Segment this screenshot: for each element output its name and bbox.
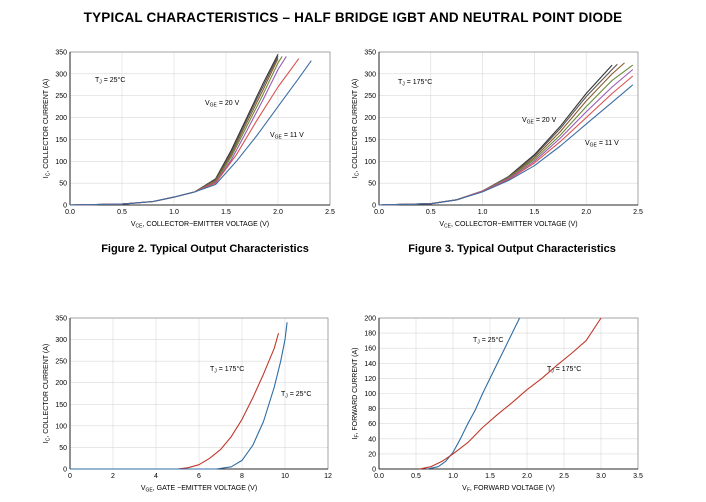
x-tick-label: 0.0 [65, 209, 75, 216]
y-tick-label: 200 [364, 316, 376, 323]
figure-caption: Figure 2. Typical Output Characteristics [101, 243, 309, 255]
x-tick-label: 1.5 [485, 473, 495, 480]
x-tick-label: 2.0 [522, 473, 532, 480]
y-tick-label: 200 [55, 115, 67, 122]
x-tick-label: 0.5 [411, 473, 421, 480]
y-tick-label: 100 [364, 159, 376, 166]
y-tick-label: 150 [364, 137, 376, 144]
y-tick-label: 100 [55, 423, 67, 430]
x-axis-label: VCE, COLLECTOR−EMITTER VOLTAGE (V) [131, 221, 269, 230]
annotation: TJ = 25°C [95, 76, 125, 86]
y-tick-label: 40 [368, 436, 376, 443]
x-tick-label: 0.0 [374, 209, 384, 216]
annotation: TJ = 175°C [398, 78, 432, 88]
y-tick-label: 180 [364, 331, 376, 338]
y-tick-label: 250 [55, 359, 67, 366]
y-tick-label: 250 [364, 93, 376, 100]
y-tick-label: 200 [55, 380, 67, 387]
y-tick-label: 0 [372, 203, 376, 210]
y-tick-label: 150 [55, 137, 67, 144]
x-tick-label: 3.0 [596, 473, 606, 480]
x-axis-label: VCE, COLLECTOR−EMITTER VOLTAGE (V) [439, 221, 577, 230]
y-tick-label: 50 [368, 181, 376, 188]
chart-2: 0.0 0.5 1.0 1.5 2.0 2.5 0 50 100 150 200 250 300 350 V… [352, 50, 643, 256]
y-tick-label: 300 [55, 337, 67, 344]
y-tick-label: 160 [364, 346, 376, 353]
x-tick-label: 4 [154, 473, 158, 480]
x-tick-label: 1.5 [530, 209, 540, 216]
x-tick-label: 1.0 [448, 473, 458, 480]
figure-caption: Figure 3. Typical Output Characteristics [408, 243, 616, 255]
x-tick-label: 2.5 [559, 473, 569, 480]
y-tick-label: 20 [368, 451, 376, 458]
x-axis-label: VGE, GATE −EMITTER VOLTAGE (V) [141, 485, 257, 494]
y-tick-label: 60 [368, 421, 376, 428]
plot-frame [69, 51, 331, 206]
annotation: TJ = 175°C [547, 365, 581, 375]
x-tick-label: 3.5 [633, 473, 643, 480]
y-tick-label: 350 [55, 316, 67, 323]
y-tick-label: 0 [63, 203, 67, 210]
series-line-1 [426, 317, 521, 470]
page-title: TYPICAL CHARACTERISTICS – HALF BRIDGE IG… [83, 10, 623, 25]
x-tick-label: 2.5 [325, 209, 335, 216]
series-line-7 [378, 84, 634, 206]
x-tick-label: 2.0 [273, 209, 283, 216]
annotation: VGE = 20 V [522, 117, 557, 126]
chart-4: 0.0 0.5 1.0 1.5 2.0 2.5 3.0 3.5 0 20 40 60 80 100 120 1… [352, 316, 643, 494]
y-tick-label: 250 [55, 93, 67, 100]
y-tick-label: 80 [368, 406, 376, 413]
x-tick-label: 2.0 [581, 209, 591, 216]
x-tick-label: 0 [68, 473, 72, 480]
chart-3: 0 2 4 6 8 10 12 0 50 100 150 200 250 300 350 VGE, GATE … [43, 316, 332, 494]
x-tick-label: 0.0 [374, 473, 384, 480]
y-tick-label: 0 [372, 467, 376, 474]
y-tick-label: 350 [364, 50, 376, 57]
chart-1: 0.0 0.5 1.0 1.5 2.0 2.5 0 50 100 150 200 250 300 350 V… [43, 50, 335, 256]
series-line-2 [70, 322, 288, 470]
annotation: TJ = 25°C [473, 336, 503, 346]
x-tick-label: 1.0 [169, 209, 179, 216]
series-line-5 [378, 69, 634, 206]
annotation: VGE = 11 V [585, 140, 619, 149]
x-tick-label: 12 [324, 473, 332, 480]
y-tick-label: 50 [59, 181, 67, 188]
series-line-4 [378, 64, 634, 206]
y-axis-label: IF, FORWARD CURRENT (A) [352, 348, 361, 440]
annotation: TJ = 25°C [281, 390, 311, 400]
series-line-6 [378, 75, 634, 206]
x-tick-label: 10 [281, 473, 289, 480]
y-tick-label: 0 [63, 467, 67, 474]
y-tick-label: 350 [55, 50, 67, 57]
y-tick-label: 100 [55, 159, 67, 166]
y-tick-label: 300 [364, 71, 376, 78]
series-line-7 [69, 60, 312, 206]
y-tick-label: 140 [364, 361, 376, 368]
y-axis-label: IC, COLLECTOR CURRENT (A) [43, 344, 52, 443]
x-tick-label: 8 [240, 473, 244, 480]
x-tick-label: 2.5 [633, 209, 643, 216]
y-tick-label: 300 [55, 71, 67, 78]
y-tick-label: 120 [364, 376, 376, 383]
series-line-1 [70, 332, 280, 470]
series-line-2 [419, 317, 602, 470]
annotation: VGE = 11 V [270, 132, 304, 141]
x-tick-label: 6 [197, 473, 201, 480]
x-axis-label: VF, FORWARD VOLTAGE (V) [462, 485, 555, 494]
y-tick-label: 50 [59, 445, 67, 452]
y-tick-label: 200 [364, 115, 376, 122]
y-tick-label: 150 [55, 402, 67, 409]
annotation: TJ = 175°C [210, 365, 244, 375]
x-tick-label: 0.5 [426, 209, 436, 216]
y-axis-label: IC, COLLECTOR CURRENT (A) [352, 79, 361, 178]
plot-frame [378, 51, 639, 206]
x-tick-label: 1.0 [478, 209, 488, 216]
x-tick-label: 2 [111, 473, 115, 480]
y-axis-label: IC, COLLECTOR CURRENT (A) [43, 79, 52, 178]
annotation: VGE = 20 V [205, 100, 240, 109]
x-tick-label: 0.5 [117, 209, 127, 216]
x-tick-label: 1.5 [221, 209, 231, 216]
y-tick-label: 100 [364, 391, 376, 398]
